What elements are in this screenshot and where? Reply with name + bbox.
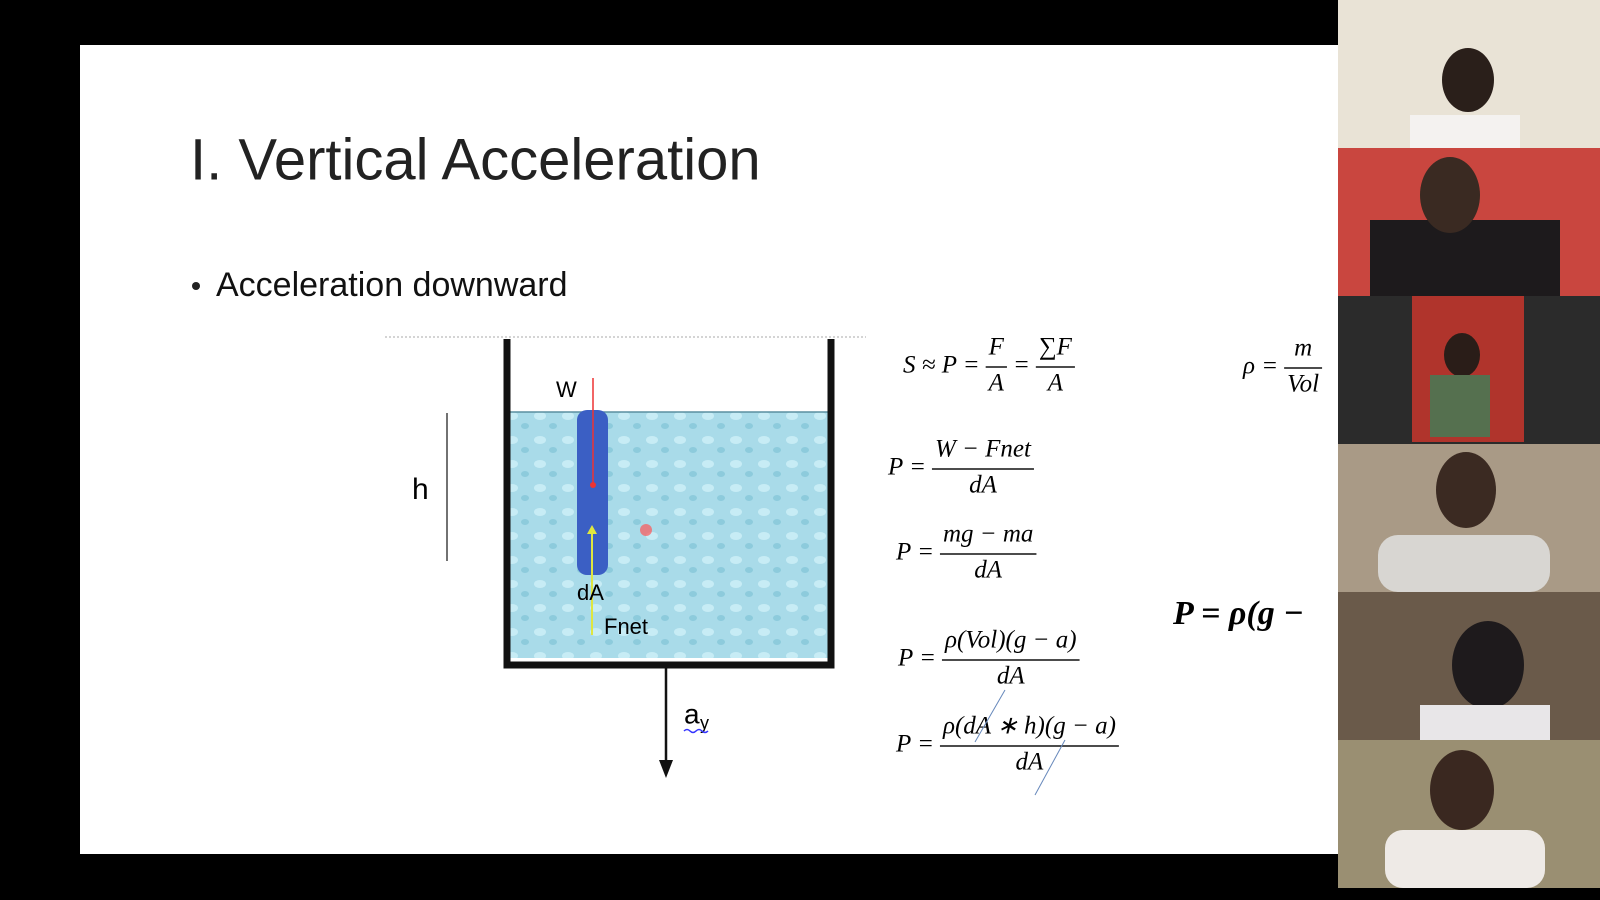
bullet-dot xyxy=(192,282,200,290)
participant xyxy=(1385,830,1545,888)
denominator: dA xyxy=(997,663,1026,690)
numerator: m xyxy=(1294,335,1312,362)
equation-text: P = xyxy=(897,645,936,672)
numerator: F xyxy=(988,334,1005,361)
accel-arrowhead xyxy=(659,760,673,778)
participant xyxy=(1436,452,1496,528)
denominator: dA xyxy=(974,557,1003,584)
participant xyxy=(1444,333,1480,377)
equation: ρ = m Vol xyxy=(1242,335,1323,398)
equation-text: P = xyxy=(887,454,926,481)
cancel-mark xyxy=(974,689,1006,743)
equation: P = W − Fnet dA xyxy=(887,436,1034,499)
rod xyxy=(577,410,608,575)
participant xyxy=(1452,621,1524,709)
equation: P = ρ(g − xyxy=(1172,595,1304,632)
denominator: dA xyxy=(969,472,998,499)
equation: P = mg − ma dA xyxy=(895,521,1037,584)
water xyxy=(510,412,828,658)
diagram: W dA Fnet h a y xyxy=(385,336,866,778)
equation-text: P = ρ(g − xyxy=(1172,595,1304,632)
cancel-mark xyxy=(1034,739,1066,796)
weight-point xyxy=(590,482,596,488)
equation: P = ρ(Vol)(g − a) dA xyxy=(897,627,1080,690)
denominator: A xyxy=(1046,370,1064,397)
equation-text: ρ = xyxy=(1242,353,1278,380)
denominator: Vol xyxy=(1287,371,1319,398)
numerator: W − Fnet xyxy=(935,436,1032,463)
numerator: ∑F xyxy=(1039,334,1073,361)
participant xyxy=(1420,157,1480,233)
video-tiles xyxy=(1338,0,1600,888)
label-fnet: Fnet xyxy=(604,614,648,639)
participant xyxy=(1420,705,1550,740)
force-arrowhead xyxy=(587,525,597,534)
denominator: A xyxy=(987,370,1005,397)
participant xyxy=(1442,48,1494,112)
denominator: dA xyxy=(1016,749,1045,776)
numerator: ρ(dA ∗ h)(g − a) xyxy=(942,713,1116,740)
equation: P = ρ(dA ∗ h)(g − a) dA xyxy=(895,713,1119,776)
numerator: mg − ma xyxy=(943,521,1033,548)
equation-text: P = xyxy=(895,539,934,566)
participant xyxy=(1430,750,1494,830)
equation-text: = xyxy=(1013,352,1030,379)
label-a-sub: y xyxy=(700,713,709,733)
pointer xyxy=(640,524,652,536)
container xyxy=(503,339,835,669)
numerator: ρ(Vol)(g − a) xyxy=(944,627,1077,654)
participant xyxy=(1378,535,1550,592)
participant xyxy=(1410,115,1520,148)
label-da: dA xyxy=(577,580,604,605)
spell-underline xyxy=(683,728,709,734)
label-w: W xyxy=(556,377,577,402)
participant xyxy=(1430,375,1490,437)
equation: S ≈ P =FA=∑FA xyxy=(903,334,1075,397)
slide-title: I. Vertical Acceleration xyxy=(190,127,761,192)
participant xyxy=(1370,220,1560,296)
bullet-text: Acceleration downward xyxy=(216,266,568,304)
equation-text: S ≈ P = xyxy=(903,352,980,379)
equation-text: P = xyxy=(895,731,934,758)
label-h: h xyxy=(412,473,429,506)
label-a: a xyxy=(684,698,700,729)
